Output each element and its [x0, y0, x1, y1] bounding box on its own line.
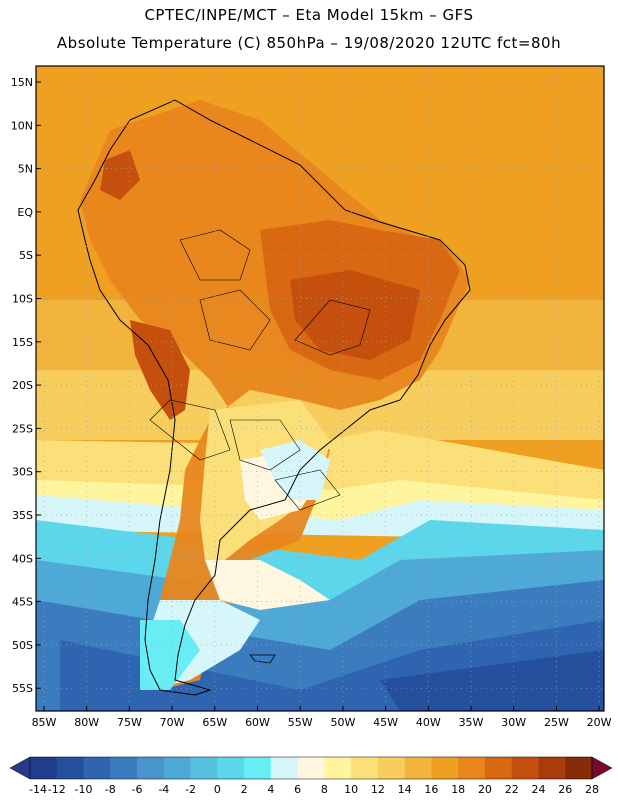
colorbar-label: 22 — [505, 783, 519, 796]
colorbar-swatch — [244, 757, 272, 779]
colorbar-label: -8 — [105, 783, 116, 796]
colorbar-swatch — [190, 757, 218, 779]
colorbar-swatch — [110, 757, 138, 779]
colorbar-swatch — [431, 757, 459, 779]
temperature-field — [36, 66, 604, 711]
colorbar-label: 6 — [294, 783, 301, 796]
lon-label-45W: 45W — [373, 716, 398, 729]
colorbar-label: 24 — [531, 783, 545, 796]
colorbar-swatch — [565, 757, 593, 779]
latitude-labels: 15N 10N 5N EQ 5S 10S 15S 20S 25S 30S 35S 40S 45S 50S 5… — [11, 76, 41, 695]
lat-label-55S: 55S — [12, 682, 33, 695]
colorbar-swatch — [217, 757, 245, 779]
colorbar: -14 -12 -10 -8 -6 -4 -2 0 2 4 6 8 10 12 14 16 18 20 22 24 26… — [9, 756, 613, 796]
colorbar-label: -12 — [48, 783, 66, 796]
colorbar-swatch — [458, 757, 486, 779]
colorbar-swatch — [511, 757, 539, 779]
colorbar-swatch — [538, 757, 566, 779]
colorbar-swatch — [137, 757, 165, 779]
lon-label-35W: 35W — [459, 716, 484, 729]
colorbar-label: -14 — [29, 783, 47, 796]
lon-label-25W: 25W — [544, 716, 569, 729]
lat-label-15N: 15N — [11, 76, 33, 89]
colorbar-label: -6 — [132, 783, 143, 796]
lon-label-85W: 85W — [32, 716, 57, 729]
longitude-labels: 85W 80W 75W 70W 65W 60W 55W 50W 45W 40W 35W 30W 25W 2… — [32, 706, 612, 729]
colorbar-swatch — [83, 757, 111, 779]
lon-label-20W: 20W — [587, 716, 612, 729]
colorbar-high-arrow — [591, 756, 613, 780]
lon-label-70W: 70W — [160, 716, 185, 729]
lon-label-65W: 65W — [202, 716, 227, 729]
lon-label-55W: 55W — [288, 716, 313, 729]
colorbar-label: 8 — [321, 783, 328, 796]
map-frame — [35, 65, 605, 712]
colorbar-label: -4 — [158, 783, 169, 796]
coastline — [77, 99, 471, 696]
lat-label-5N: 5N — [18, 163, 33, 176]
colorbar-swatch — [484, 757, 513, 779]
lat-label-30S: 30S — [12, 466, 33, 479]
lat-label-10N: 10N — [11, 119, 33, 132]
lat-label-10S: 10S — [12, 293, 33, 306]
colorbar-low-arrow — [9, 756, 31, 780]
colorbar-label: -2 — [185, 783, 196, 796]
lat-label-5S: 5S — [19, 249, 33, 262]
lon-label-80W: 80W — [74, 716, 99, 729]
colorbar-swatch — [351, 757, 379, 779]
colorbar-swatch — [163, 757, 191, 779]
colorbar-label: 10 — [344, 783, 358, 796]
colorbar-label: 12 — [371, 783, 385, 796]
lat-label-40S: 40S — [12, 552, 33, 565]
colorbar-label: 28 — [585, 783, 599, 796]
lon-label-50W: 50W — [330, 716, 355, 729]
lat-label-25S: 25S — [12, 422, 33, 435]
colorbar-swatch — [377, 757, 405, 779]
colorbar-label: 2 — [241, 783, 248, 796]
lat-label-45S: 45S — [12, 596, 33, 609]
lat-label-20S: 20S — [12, 379, 33, 392]
lat-label-35S: 35S — [12, 509, 33, 522]
colorbar-label: 4 — [267, 783, 274, 796]
colorbar-label: 14 — [398, 783, 412, 796]
lon-label-60W: 60W — [245, 716, 270, 729]
title-line-1: CPTEC/INPE/MCT – Eta Model 15km – GFS — [144, 6, 474, 24]
lon-label-30W: 30W — [501, 716, 526, 729]
colorbar-swatch — [404, 757, 432, 779]
colorbar-swatch — [324, 757, 352, 779]
lon-label-40W: 40W — [416, 716, 441, 729]
colorbar-outline — [29, 756, 593, 780]
colorbar-label: -10 — [75, 783, 93, 796]
lon-label-75W: 75W — [117, 716, 142, 729]
colorbar-swatch — [56, 757, 84, 779]
lat-label-50S: 50S — [12, 639, 33, 652]
colorbar-label: 18 — [451, 783, 465, 796]
colorbar-swatch — [30, 757, 58, 779]
lat-label-15S: 15S — [12, 336, 33, 349]
colorbar-label: 20 — [478, 783, 492, 796]
colorbar-swatch — [297, 757, 325, 779]
colorbar-swatch — [270, 757, 298, 779]
colorbar-label: 16 — [424, 783, 438, 796]
colorbar-label: 26 — [558, 783, 572, 796]
lat-label-EQ: EQ — [17, 206, 33, 219]
colorbar-label: 0 — [214, 783, 221, 796]
title-line-2: Absolute Temperature (C) 850hPa – 19/08/… — [56, 34, 562, 52]
